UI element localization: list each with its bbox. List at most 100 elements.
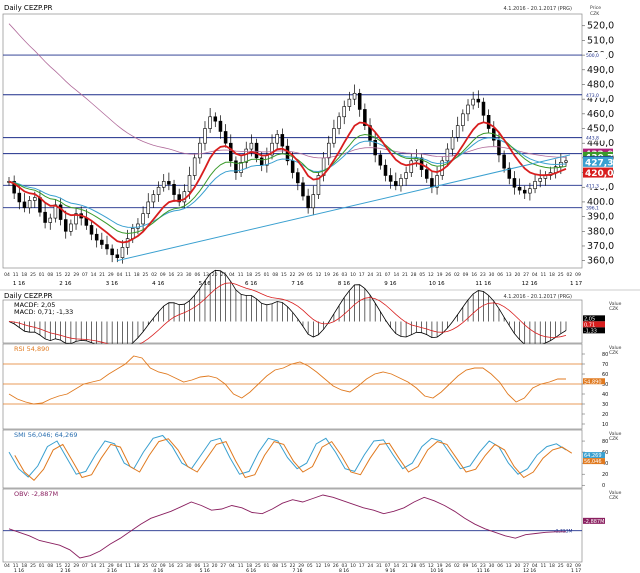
bottom-x-tick-label: 15 xyxy=(281,563,287,569)
candle-body xyxy=(192,157,197,176)
price-x-tick-label: 03 xyxy=(342,272,348,278)
candle-body xyxy=(275,134,279,144)
bottom-x-tick-label: 04 xyxy=(117,563,123,569)
bottom-month-label: 6 16 xyxy=(246,568,256,573)
price-y-tick-label: 490,0 xyxy=(587,65,614,76)
indicator-axis-caption: Value xyxy=(609,431,622,437)
candle-body xyxy=(306,195,310,209)
bottom-x-tick-label: 18 xyxy=(134,563,140,569)
candle-body xyxy=(187,175,192,192)
price-x-tick-label: 13 xyxy=(506,272,512,278)
candle-body xyxy=(270,142,274,156)
candle-body xyxy=(43,211,47,223)
bottom-x-tick-label: 19 xyxy=(324,563,330,569)
price-x-tick-label: 05 xyxy=(419,272,425,278)
candle-body xyxy=(234,160,238,173)
candle-body xyxy=(450,137,455,150)
bottom-month-label: 3 16 xyxy=(107,568,117,573)
indicator-legend: SMI 56,046; 64,269 xyxy=(14,431,77,439)
price-month-label: 7 16 xyxy=(291,281,304,287)
indicator-frame-rsi xyxy=(2,343,583,430)
price-x-tick-label: 18 xyxy=(549,272,555,278)
bottom-x-tick-label: 24 xyxy=(367,563,373,569)
bottom-x-tick-label: 09 xyxy=(575,563,581,569)
bottom-x-tick-label: 04 xyxy=(4,563,10,569)
indicator-y-tick-label: 40 xyxy=(602,461,608,467)
bottom-x-tick-label: 11 xyxy=(125,563,131,569)
bottom-x-tick-label: 20 xyxy=(212,563,218,569)
candle-body xyxy=(290,160,295,173)
indicator-badge xyxy=(583,517,605,524)
price-last-badge-label: 427,3 xyxy=(585,158,613,168)
bottom-x-tick-label: 29 xyxy=(73,563,79,569)
price-level-tag xyxy=(585,52,607,59)
price-month-label: 1 16 xyxy=(13,281,26,287)
bottom-x-tick-label: 01 xyxy=(264,563,270,569)
price-x-tick-label: 13 xyxy=(203,272,209,278)
bottom-x-tick-label: 02 xyxy=(566,563,572,569)
price-y-tick-label: 390,0 xyxy=(587,212,614,223)
candle-body xyxy=(125,238,130,248)
candle-body xyxy=(198,142,202,159)
indicator-axis-caption: CZK xyxy=(609,306,619,312)
bottom-x-tick-label: 27 xyxy=(220,563,226,569)
candle-body xyxy=(486,115,491,129)
indicator-y-tick-label: 20 xyxy=(602,472,608,478)
price-x-tick-label: 04 xyxy=(229,272,235,278)
candle-body xyxy=(285,145,290,162)
bottom-x-tick-label: 19 xyxy=(437,563,443,569)
price-x-tick-label: 23 xyxy=(480,272,486,278)
price-x-tick-label: 06 xyxy=(497,272,503,278)
bottom-x-tick-label: 02 xyxy=(151,563,157,569)
candle-body xyxy=(218,120,223,132)
price-x-tick-label: 14 xyxy=(91,272,97,278)
price-panel-title: Daily CEZP.PR xyxy=(4,4,53,12)
price-x-tick-label: 06 xyxy=(194,272,200,278)
smi-line xyxy=(8,434,567,478)
bottom-month-label: 9 16 xyxy=(385,568,395,573)
indicator-badge-label: 64,269 xyxy=(584,453,602,459)
price-month-label: 8 16 xyxy=(338,281,351,287)
bottom-x-tick-label: 05 xyxy=(419,563,425,569)
candle-body xyxy=(141,213,145,225)
indicator-y-tick-label: 0 xyxy=(602,483,605,489)
candle-body xyxy=(58,204,63,220)
indicator-axis-caption: CZK xyxy=(609,350,619,356)
bottom-x-tick-label: 18 xyxy=(21,563,27,569)
indicator-y-tick-label: 30 xyxy=(602,402,608,408)
candle-body xyxy=(105,244,109,250)
candle-body xyxy=(476,98,481,103)
candle-body xyxy=(399,178,403,187)
price-x-tick-label: 29 xyxy=(108,272,114,278)
ema-mid-line xyxy=(8,132,567,235)
price-y-tick-label: 480,0 xyxy=(587,79,614,90)
price-month-label: 9 16 xyxy=(384,281,397,287)
candle-body xyxy=(146,201,151,214)
bottom-x-tick-label: 20 xyxy=(515,563,521,569)
candle-body xyxy=(383,164,388,176)
price-x-tick-label: 21 xyxy=(99,272,105,278)
candle-body xyxy=(471,98,475,106)
bottom-x-tick-label: 11 xyxy=(13,563,19,569)
bottom-month-label: 1 16 xyxy=(14,568,24,573)
bottom-month-label: 2 16 xyxy=(60,568,70,573)
bottom-x-tick-label: 13 xyxy=(203,563,209,569)
price-level-tag xyxy=(585,182,607,189)
bottom-x-tick-label: 16 xyxy=(169,563,175,569)
price-axis-caption: CZK xyxy=(590,11,600,17)
price-x-tick-label: 20 xyxy=(212,272,218,278)
candle-body xyxy=(316,175,321,195)
price-y-tick-label: 400,0 xyxy=(587,197,614,208)
price-y-tick-label: 370,0 xyxy=(587,241,614,252)
bottom-x-tick-label: 04 xyxy=(532,563,538,569)
bottom-x-tick-label: 21 xyxy=(402,563,408,569)
price-x-tick-label: 01 xyxy=(264,272,270,278)
candle-body xyxy=(311,194,316,209)
candle-body xyxy=(12,181,16,194)
candle-body xyxy=(27,200,32,209)
bottom-x-tick-label: 09 xyxy=(463,563,469,569)
candle-body xyxy=(167,181,171,185)
price-last-badge xyxy=(583,167,613,178)
indicator-legend: OBV: -2,887M xyxy=(14,490,58,498)
